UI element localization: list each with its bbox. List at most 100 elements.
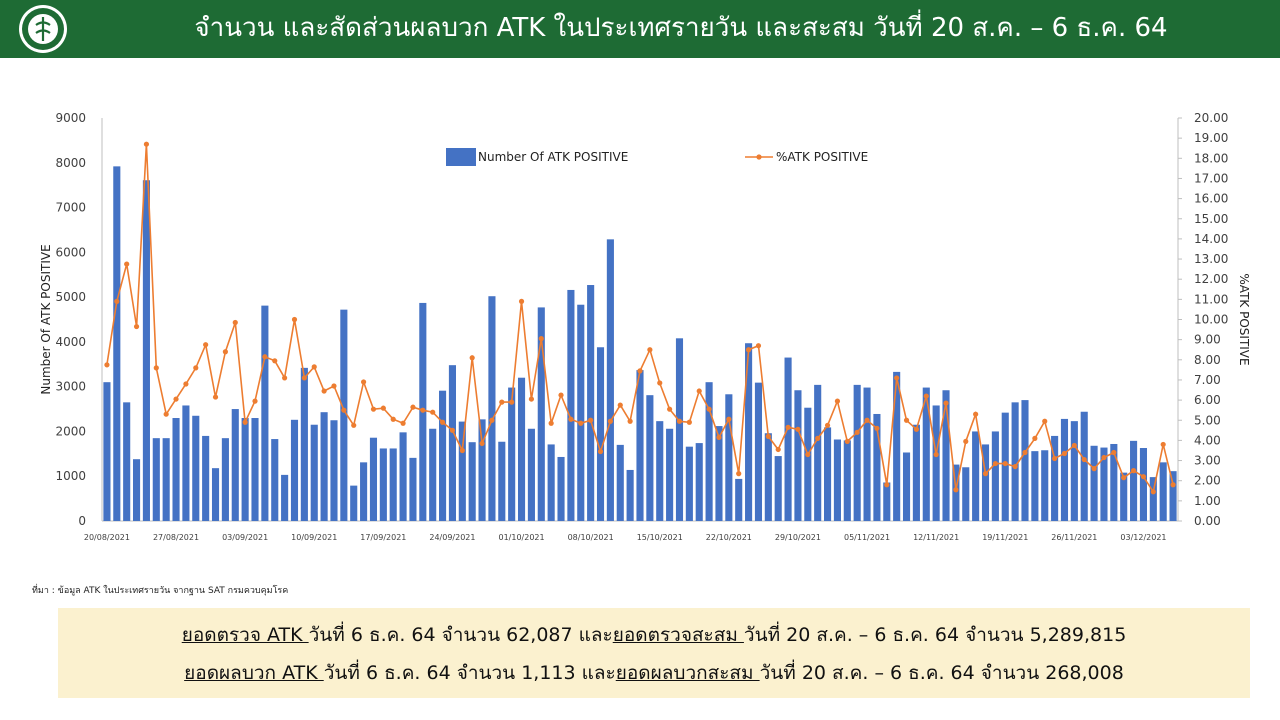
bar xyxy=(498,441,506,521)
pct-point xyxy=(489,417,495,423)
pct-point xyxy=(874,425,880,431)
bar xyxy=(389,448,397,521)
bar xyxy=(162,438,170,521)
y-tick-label: 8000 xyxy=(55,156,86,170)
y2-tick-label: 18.00 xyxy=(1194,151,1228,165)
pct-point xyxy=(370,406,377,412)
y2-axis-title: %ATK POSITIVE xyxy=(1237,273,1251,365)
x-tick-label: 27/08/2021 xyxy=(153,533,199,542)
pct-point xyxy=(439,419,446,425)
pct-point xyxy=(716,434,722,440)
pct-point xyxy=(1091,466,1097,472)
bar xyxy=(458,421,466,521)
bar xyxy=(1070,421,1078,521)
bar xyxy=(221,438,229,521)
pct-point xyxy=(617,402,623,408)
pct-point xyxy=(686,419,692,425)
bar xyxy=(1130,440,1138,521)
y2-tick-label: 14.00 xyxy=(1194,232,1228,246)
bar xyxy=(350,485,358,521)
summary-positive-daily: วันที่ 6 ธ.ค. 64 จำนวน 1,113 และ xyxy=(323,662,616,684)
pct-point xyxy=(321,388,327,394)
pct-point xyxy=(933,451,939,458)
bar xyxy=(281,474,289,521)
pct-point xyxy=(222,349,228,355)
x-tick-label: 20/08/2021 xyxy=(84,533,130,542)
legend-bar-label: Number Of ATK POSITIVE xyxy=(478,150,628,164)
bar xyxy=(981,444,990,521)
pct-point xyxy=(973,411,979,417)
header-bar: จำนวน และสัดส่วนผลบวก ATK ในประเทศรายวัน… xyxy=(0,0,1280,58)
pct-point xyxy=(647,347,653,353)
pct-point xyxy=(242,419,248,425)
bar xyxy=(123,402,131,521)
x-tick-label: 19/11/2021 xyxy=(982,533,1028,542)
bar xyxy=(330,420,338,521)
bar xyxy=(527,428,535,521)
pct-point xyxy=(1160,441,1166,448)
bar xyxy=(893,371,901,521)
bar xyxy=(666,428,674,521)
y2-tick-label: 8.00 xyxy=(1194,353,1221,367)
pct-point xyxy=(114,298,120,304)
pct-point xyxy=(597,448,604,455)
bar xyxy=(587,285,595,521)
x-tick-label: 17/09/2021 xyxy=(360,533,406,542)
bar xyxy=(715,426,723,521)
pct-point xyxy=(193,365,199,371)
bar xyxy=(429,428,437,521)
pct-point xyxy=(736,471,742,477)
bar xyxy=(833,439,841,521)
pct-point xyxy=(667,406,673,412)
bar xyxy=(764,433,772,521)
bar xyxy=(824,427,832,521)
pct-point xyxy=(203,342,209,348)
pct-point xyxy=(894,375,900,381)
y-tick-label: 0 xyxy=(78,514,86,528)
summary-positive-cum-label: ยอดผลบวกสะสม xyxy=(615,662,760,684)
bar xyxy=(1120,472,1128,521)
bar xyxy=(241,418,249,521)
bar xyxy=(735,478,743,521)
pct-point xyxy=(548,420,554,426)
pct-point xyxy=(252,398,258,404)
pct-point xyxy=(676,418,683,424)
pct-point xyxy=(1022,449,1028,456)
pct-point xyxy=(272,358,278,364)
y2-tick-label: 0.00 xyxy=(1194,514,1221,528)
pct-point xyxy=(430,409,436,415)
pct-point xyxy=(390,416,396,422)
pct-point xyxy=(528,396,535,402)
pct-point xyxy=(765,433,771,439)
bar xyxy=(251,418,259,521)
bar xyxy=(567,289,575,521)
y-tick-label: 3000 xyxy=(55,380,86,394)
pct-point xyxy=(360,379,367,385)
summary-tests-label: ยอดตรวจ ATK xyxy=(181,624,309,646)
y-tick-label: 5000 xyxy=(55,290,86,304)
pct-point xyxy=(588,417,594,423)
pct-point xyxy=(459,447,465,454)
pct-point xyxy=(479,440,485,447)
bar xyxy=(290,419,299,521)
bar xyxy=(932,405,940,521)
bar xyxy=(754,382,763,521)
bar xyxy=(942,390,950,521)
y2-tick-label: 19.00 xyxy=(1194,131,1228,145)
summary-box: ยอดตรวจ ATK วันที่ 6 ธ.ค. 64 จำนวน 62,08… xyxy=(58,608,1250,698)
bar xyxy=(962,467,970,521)
pct-point xyxy=(1121,475,1127,481)
bar xyxy=(468,442,476,521)
bar xyxy=(132,459,141,521)
y-tick-label: 6000 xyxy=(55,245,86,259)
bar xyxy=(369,437,378,521)
pct-point xyxy=(311,364,317,370)
bar xyxy=(1100,447,1108,521)
bar xyxy=(606,239,614,521)
pct-point xyxy=(331,383,337,389)
bar xyxy=(596,347,605,521)
y2-tick-label: 6.00 xyxy=(1194,393,1221,407)
y2-tick-label: 20.00 xyxy=(1194,111,1228,125)
pct-point xyxy=(163,411,169,417)
bar xyxy=(883,482,891,521)
